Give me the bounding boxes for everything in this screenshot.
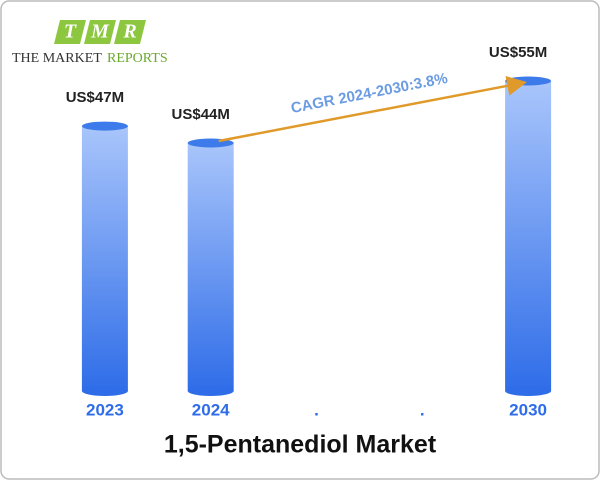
bar-base: [505, 386, 552, 396]
logo-text: THE MARKET: [12, 51, 102, 66]
chart-title: 1,5-Pentanediol Market: [164, 431, 437, 459]
logo-letter: R: [122, 21, 136, 43]
x-tick-label: 2024: [192, 400, 230, 419]
logo-box: [84, 20, 116, 44]
bar-base: [81, 386, 128, 396]
bar: [187, 143, 234, 391]
bar: [505, 81, 552, 391]
bar-base: [187, 386, 234, 396]
value-label: US$44M: [172, 106, 230, 123]
value-label: US$47M: [66, 89, 124, 106]
logo-box: [54, 20, 86, 44]
value-label: US$55M: [489, 44, 547, 61]
x-tick-label: .: [314, 400, 319, 419]
cagr-arrow: [218, 75, 528, 143]
bar: [81, 126, 128, 391]
logo: T M R THE MARKET REPORTS: [12, 20, 168, 66]
x-tick-label: 2030: [509, 400, 547, 419]
bar-cap: [81, 121, 128, 131]
x-tick-label: 2023: [86, 400, 124, 419]
logo-text-accent: REPORTS: [107, 51, 168, 66]
x-tick-label: .: [420, 400, 425, 419]
logo-letter: T: [64, 21, 77, 43]
logo-letter: M: [90, 21, 110, 43]
logo-box: [114, 20, 146, 44]
